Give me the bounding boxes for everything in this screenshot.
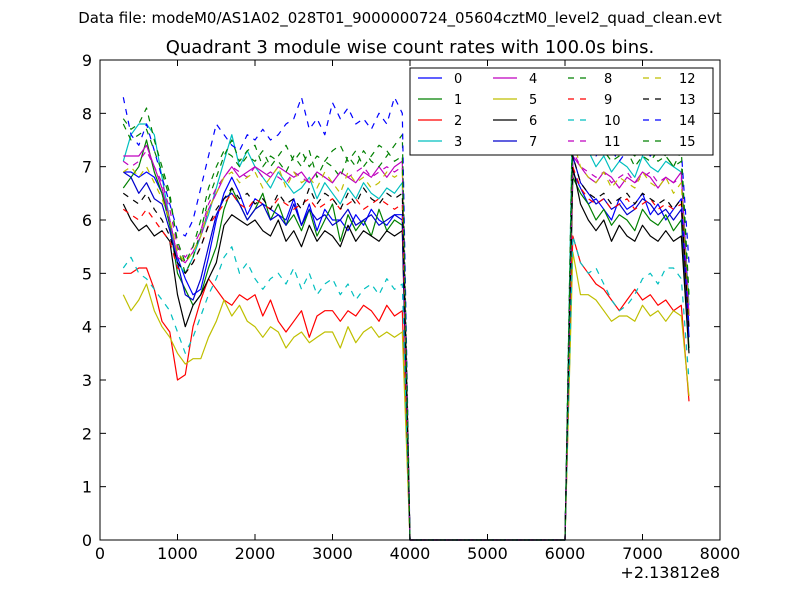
y-tick-label-9: 9 [82, 51, 92, 70]
legend-label-5: 5 [529, 93, 537, 108]
y-tick-label-7: 7 [82, 158, 92, 177]
series-line-5 [122, 251, 690, 541]
legend-label-14: 14 [679, 114, 696, 129]
y-tick-label-8: 8 [82, 104, 92, 123]
y-tick-label-5: 5 [82, 264, 92, 283]
legend-label-6: 6 [529, 114, 537, 129]
y-tick-label-0: 0 [82, 531, 92, 550]
legend-label-12: 12 [679, 72, 696, 87]
y-tick-label-3: 3 [82, 371, 92, 390]
legend-label-9: 9 [604, 93, 612, 108]
legend-label-15: 15 [679, 135, 696, 150]
y-tick-label-2: 2 [82, 424, 92, 443]
y-tick-label-4: 4 [82, 318, 92, 337]
plot-frame [99, 59, 721, 541]
legend-label-3: 3 [454, 135, 462, 150]
x-tick-label-4000: 4000 [390, 544, 431, 563]
legend-label-0: 0 [454, 72, 462, 87]
x-tick-label-8000: 8000 [700, 544, 741, 563]
legend-label-8: 8 [604, 72, 612, 87]
legend-label-7: 7 [529, 135, 537, 150]
legend-label-1: 1 [454, 93, 462, 108]
ticks-layer: 0 1000 2000 3000 4000 5000 6000 7000 80000123456… [82, 51, 741, 563]
series-line-10 [122, 235, 690, 541]
y-tick-label-6: 6 [82, 211, 92, 230]
legend-label-11: 11 [604, 135, 621, 150]
x-tick-label-3000: 3000 [312, 544, 353, 563]
chart-title: Quadrant 3 module wise count rates with … [166, 37, 655, 58]
legend-label-10: 10 [604, 114, 621, 129]
x-tick-label-5000: 5000 [467, 544, 508, 563]
x-tick-label-0: 0 [95, 544, 105, 563]
legend-label-13: 13 [679, 93, 696, 108]
legend-label-2: 2 [454, 114, 462, 129]
x-tick-label-6000: 6000 [545, 544, 586, 563]
series-line-15 [122, 123, 690, 541]
legend-label-4: 4 [529, 72, 537, 87]
y-tick-label-1: 1 [82, 478, 92, 497]
x-offset-label: +2.13812e8 [620, 563, 720, 582]
figure-title: Data file: modeM0/AS1A02_028T01_90000007… [78, 9, 722, 28]
x-tick-label-2000: 2000 [235, 544, 276, 563]
series-layer [122, 96, 690, 541]
x-tick-label-7000: 7000 [622, 544, 663, 563]
x-tick-label-1000: 1000 [157, 544, 198, 563]
legend-box [409, 67, 714, 156]
